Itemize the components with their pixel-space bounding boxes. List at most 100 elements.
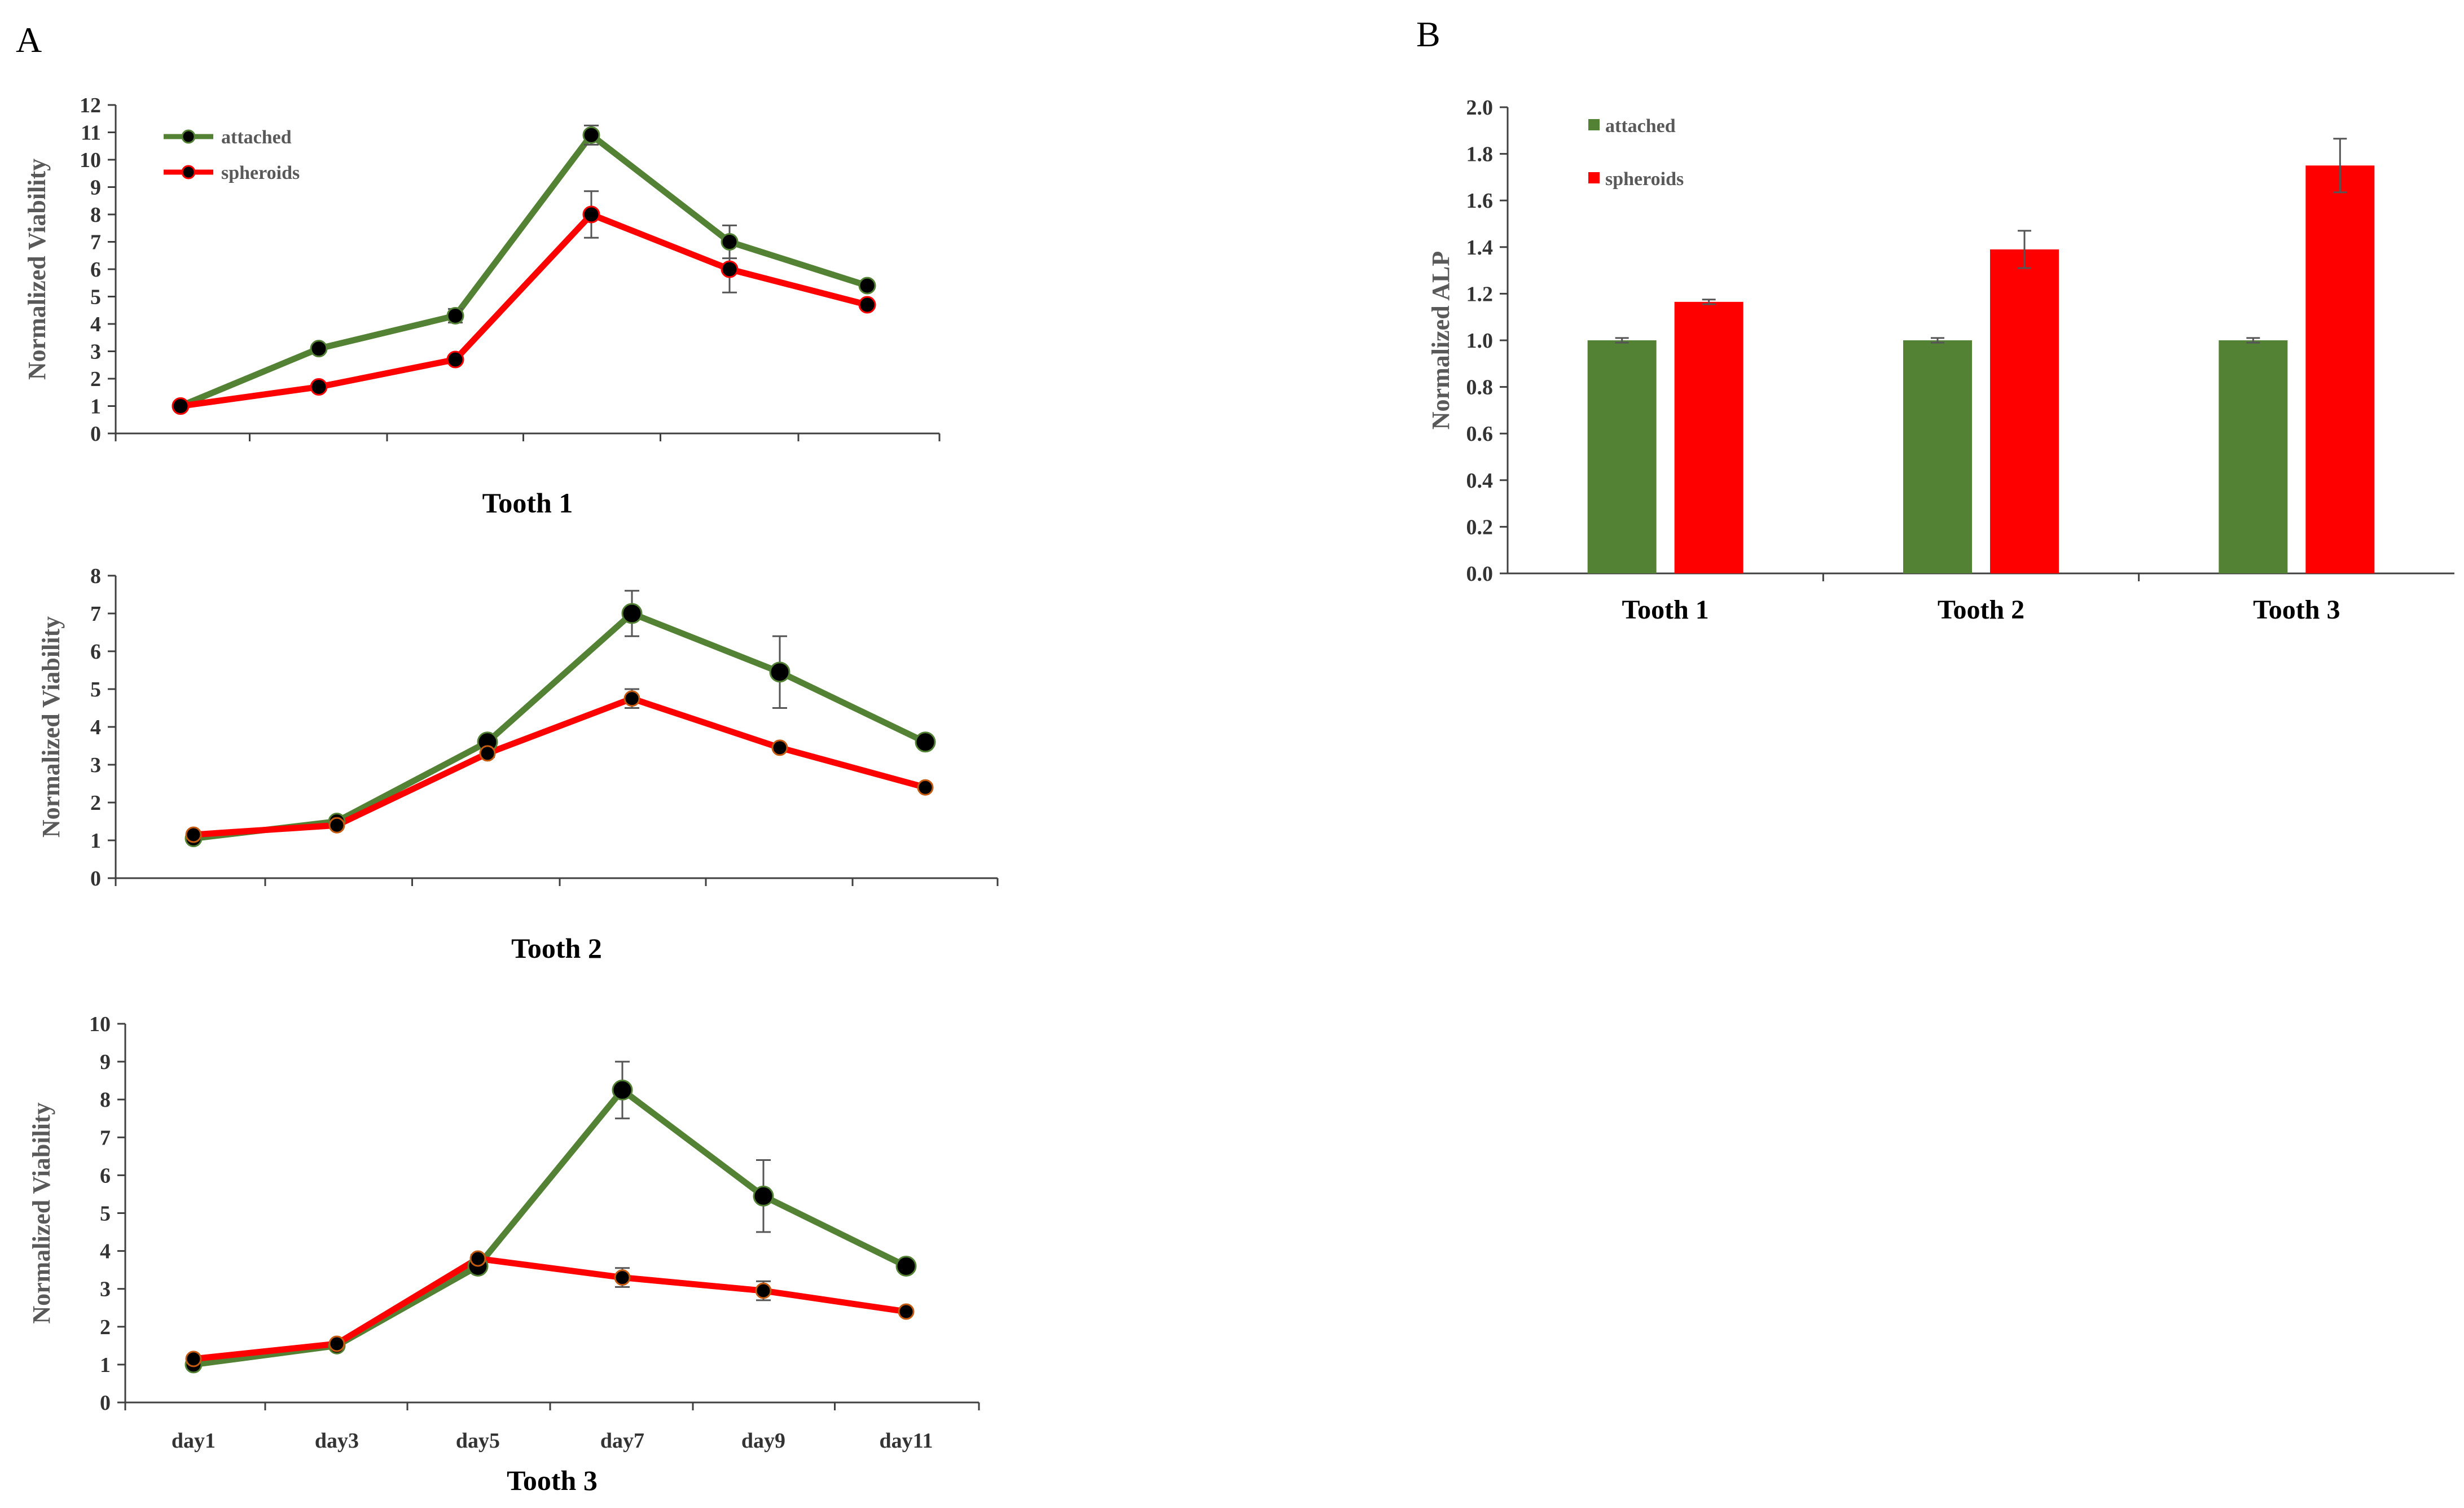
y-tick-label: 7 bbox=[90, 602, 101, 626]
y-tick-label: 1.0 bbox=[1466, 329, 1494, 353]
legend-swatch-spheroids bbox=[1588, 172, 1600, 183]
series-line-spheroids bbox=[193, 695, 926, 838]
point-spheroids-day1 bbox=[185, 1351, 202, 1367]
point-attached-day7 bbox=[582, 126, 600, 144]
y-axis-label: Normalized Viability bbox=[23, 159, 51, 380]
y-tick-label: 5 bbox=[90, 286, 101, 309]
y-tick-label: 0 bbox=[100, 1391, 111, 1415]
y-tick-label: 1.6 bbox=[1466, 189, 1494, 213]
y-tick-label: 3 bbox=[100, 1278, 111, 1301]
point-spheroids-day5 bbox=[469, 1250, 486, 1267]
x-tick-label-day5: day5 bbox=[456, 1429, 500, 1453]
y-tick-label: 7 bbox=[100, 1126, 111, 1150]
y-tick-label: 1 bbox=[90, 395, 101, 419]
point-attached-day9 bbox=[753, 1185, 774, 1207]
point-attached-day9 bbox=[721, 233, 739, 251]
y-tick-label: 4 bbox=[100, 1240, 111, 1264]
point-spheroids-day3 bbox=[328, 817, 345, 834]
y-tick-label: 1.2 bbox=[1466, 282, 1494, 306]
chart-title: Tooth 2 bbox=[511, 932, 602, 964]
bar-spheroids-tooth-2 bbox=[1990, 249, 2059, 573]
y-tick-label: 11 bbox=[81, 121, 101, 145]
x-tick-label-day3: day3 bbox=[315, 1429, 359, 1453]
point-attached-day11 bbox=[915, 731, 936, 753]
y-tick-label: 1 bbox=[90, 829, 101, 853]
x-tick-label-day9: day9 bbox=[741, 1429, 785, 1453]
point-spheroids-day7 bbox=[614, 1269, 631, 1286]
point-spheroids-day11 bbox=[917, 779, 934, 796]
chart-title: Tooth 1 bbox=[482, 487, 573, 519]
y-tick-label: 9 bbox=[100, 1050, 111, 1074]
point-attached-day7 bbox=[621, 603, 643, 624]
point-attached-day7 bbox=[612, 1079, 633, 1101]
y-tick-label: 3 bbox=[90, 340, 101, 364]
y-tick-label: 1.4 bbox=[1466, 236, 1494, 260]
point-spheroids-day9 bbox=[755, 1282, 772, 1299]
x-tick-label-day7: day7 bbox=[600, 1429, 644, 1453]
point-spheroids-day1 bbox=[185, 826, 202, 843]
y-tick-label: 6 bbox=[90, 640, 101, 664]
x-tick-label-day11: day11 bbox=[879, 1429, 933, 1453]
y-tick-label: 8 bbox=[100, 1088, 111, 1112]
y-tick-label: 1 bbox=[100, 1353, 111, 1377]
line-chart-tooth-2: 0 1 2 3 4 5 6 7 8 Normalized Viability Tooth 2 bbox=[37, 564, 999, 964]
x-tick-label-day1: day1 bbox=[172, 1429, 216, 1453]
point-spheroids-day11 bbox=[858, 296, 876, 314]
y-tick-label: 7 bbox=[90, 231, 101, 255]
y-tick-label: 0.4 bbox=[1466, 469, 1494, 493]
legend-swatch-attached bbox=[1588, 119, 1600, 130]
series-line-attached bbox=[193, 1086, 908, 1368]
y-tick-label: 0.8 bbox=[1466, 376, 1494, 400]
y-tick-label: 0.0 bbox=[1466, 562, 1494, 586]
y-tick-label: 8 bbox=[90, 203, 101, 227]
y-tick-label: 4 bbox=[90, 313, 101, 336]
chart-title: Tooth 3 bbox=[507, 1465, 598, 1496]
x-tick-label-tooth-2: Tooth 2 bbox=[1938, 595, 2024, 625]
point-attached-day5 bbox=[446, 306, 464, 325]
legend-label-attached: attached bbox=[1605, 116, 1676, 137]
y-tick-label: 0.2 bbox=[1466, 515, 1494, 539]
point-spheroids-day5 bbox=[446, 350, 464, 369]
series-line-attached bbox=[179, 131, 868, 409]
panel-label-b: B bbox=[1416, 14, 1440, 54]
point-spheroids-day11 bbox=[898, 1303, 915, 1320]
point-spheroids-day9 bbox=[771, 739, 788, 756]
point-spheroids-day3 bbox=[328, 1335, 345, 1352]
point-spheroids-day7 bbox=[582, 205, 600, 223]
y-axis-label: Normalized ALP bbox=[1427, 251, 1455, 430]
y-tick-label: 2 bbox=[90, 791, 101, 815]
legend-label-attached: attached bbox=[221, 127, 292, 148]
bar-chart-alp: 0.0 0.2 0.4 0.6 0.8 1.0 1.2 1.4 1.6 1.8 2.0 Normali… bbox=[1427, 96, 2454, 625]
y-axis-label: Normalized Viability bbox=[28, 1102, 55, 1323]
y-tick-label: 6 bbox=[100, 1164, 111, 1187]
y-tick-label: 0 bbox=[90, 422, 101, 446]
y-tick-label: 1.8 bbox=[1466, 143, 1494, 166]
y-tick-label: 2 bbox=[100, 1316, 111, 1339]
y-tick-label: 10 bbox=[89, 1012, 111, 1036]
point-attached-day11 bbox=[858, 277, 876, 295]
point-attached-day11 bbox=[895, 1255, 917, 1277]
y-tick-label: 8 bbox=[90, 564, 101, 588]
y-tick-label: 0.6 bbox=[1466, 422, 1494, 446]
y-tick-label: 2.0 bbox=[1466, 96, 1494, 120]
legend-marker-spheroids bbox=[181, 165, 196, 179]
y-tick-label: 2 bbox=[90, 367, 101, 391]
x-tick-label-tooth-3: Tooth 3 bbox=[2253, 595, 2340, 625]
x-tick-label-tooth-1: Tooth 1 bbox=[1622, 595, 1709, 625]
y-tick-label: 9 bbox=[90, 176, 101, 200]
y-tick-label: 12 bbox=[80, 94, 101, 117]
y-tick-label: 0 bbox=[90, 867, 101, 891]
y-tick-label: 3 bbox=[90, 753, 101, 777]
y-tick-label: 10 bbox=[80, 148, 101, 172]
y-tick-label: 4 bbox=[90, 716, 101, 739]
panel-label-a: A bbox=[16, 20, 42, 60]
y-tick-label: 5 bbox=[90, 678, 101, 702]
bar-attached-tooth-2 bbox=[1903, 340, 1972, 573]
point-spheroids-day3 bbox=[310, 378, 328, 396]
point-attached-day3 bbox=[310, 340, 328, 358]
series-line-spheroids bbox=[193, 1255, 907, 1362]
bar-spheroids-tooth-1 bbox=[1674, 301, 1743, 573]
legend-label-spheroids: spheroids bbox=[1605, 169, 1684, 190]
